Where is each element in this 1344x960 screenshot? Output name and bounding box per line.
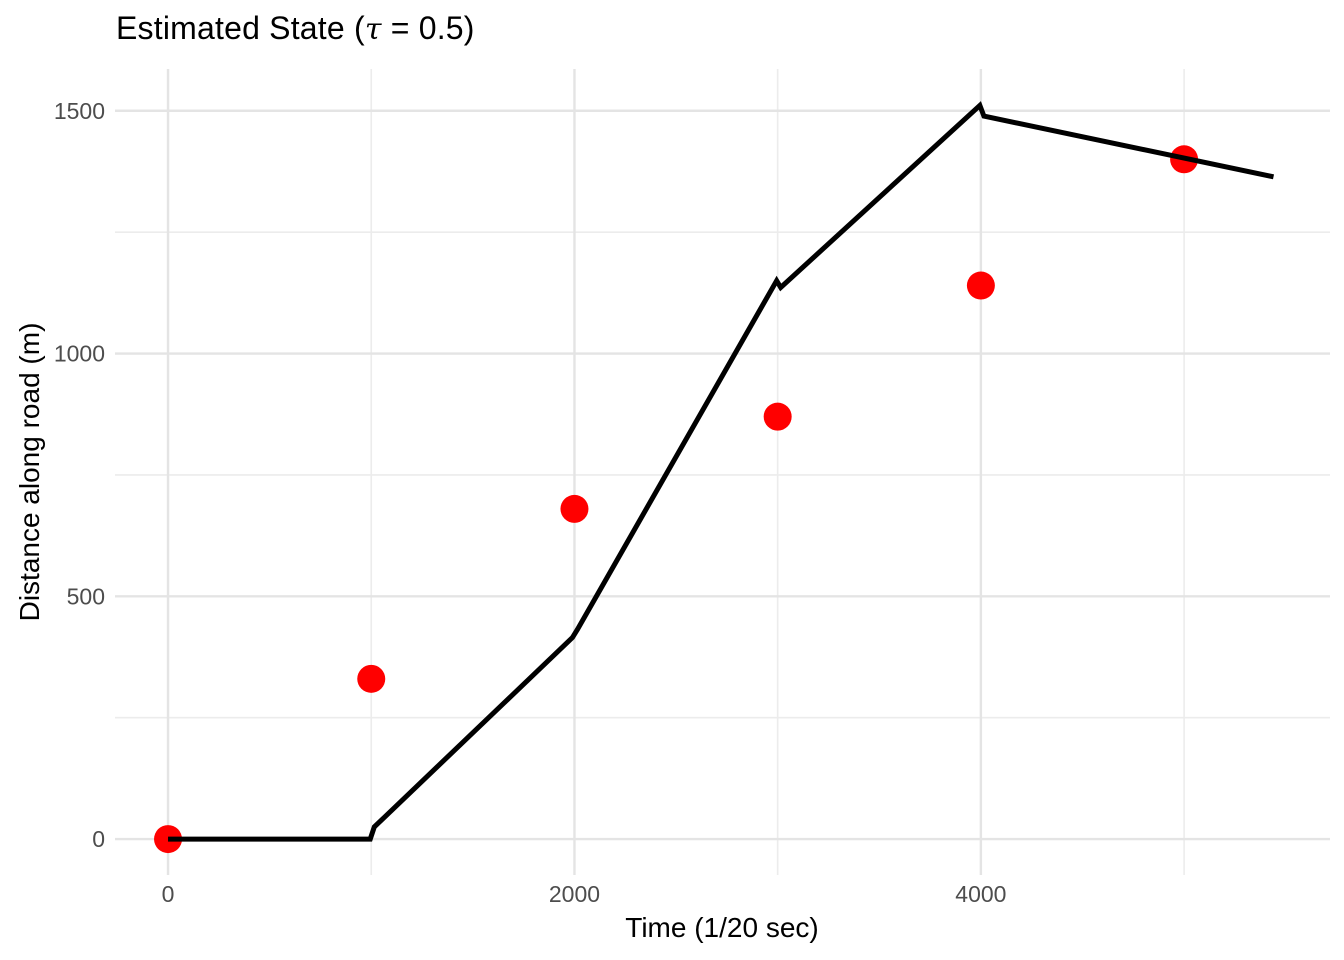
x-axis-title: Time (1/20 sec) bbox=[625, 912, 819, 943]
x-tick-label: 2000 bbox=[549, 881, 600, 907]
x-tick-label: 4000 bbox=[955, 881, 1006, 907]
plot-title: Estimated State (τ = 0.5) bbox=[116, 10, 475, 47]
x-tick-label: 0 bbox=[162, 881, 175, 907]
measurement-point bbox=[560, 494, 589, 523]
measurement-point bbox=[763, 402, 792, 431]
y-tick-label: 0 bbox=[92, 826, 105, 852]
y-tick-label: 1000 bbox=[54, 341, 105, 367]
measurement-point bbox=[357, 664, 386, 693]
plot-title-prefix: Estimated State ( bbox=[116, 10, 365, 46]
tau-symbol: τ bbox=[364, 12, 382, 47]
estimate-line bbox=[168, 101, 1275, 842]
plot-title-suffix: = 0.5) bbox=[381, 10, 475, 46]
y-tick-label: 500 bbox=[67, 583, 105, 609]
measurement-point bbox=[966, 271, 995, 300]
y-tick-label: 1500 bbox=[54, 98, 105, 124]
y-axis-title: Distance along road (m) bbox=[14, 322, 45, 622]
